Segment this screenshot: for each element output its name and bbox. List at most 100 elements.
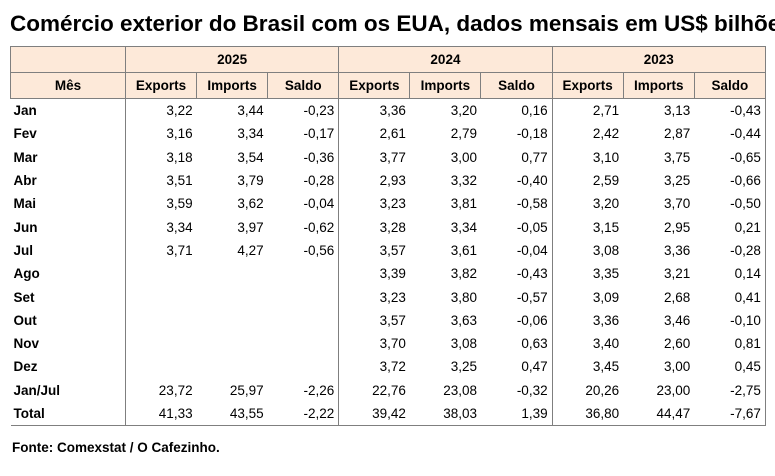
month-cell: Dez — [13, 359, 38, 375]
value-cell: -2,22 — [267, 401, 339, 427]
value-cell: 3,45 — [551, 355, 624, 379]
value-cell: -7,67 — [694, 401, 766, 427]
value-cell: 3,10 — [551, 145, 624, 169]
value-cell: 3,57 — [338, 308, 410, 332]
value-cell: 0,63 — [521, 336, 548, 352]
column-header-exports: Exports — [551, 72, 624, 99]
column-header-exports: Exports — [338, 72, 411, 99]
month-cell: Out — [13, 312, 37, 328]
month-cell: Fev — [13, 126, 37, 142]
value-cell: -0,32 — [516, 382, 548, 398]
value-cell: 3,77 — [338, 145, 410, 169]
source-note: Fonte: Comexstat / O Cafezinho. — [12, 440, 220, 455]
value-cell: 0,41 — [694, 285, 766, 309]
table-body: Jan 3,22 3,44 -0,23 3,36 3,20 0,16 2,71 3,13 -0,4… — [10, 98, 766, 427]
column-header-saldo: Saldo — [693, 72, 766, 99]
value-cell: -0,40 — [516, 173, 548, 189]
value-cell: 3,70 — [664, 196, 691, 212]
table-row: Ago 3,39 3,82 -0,43 3,35 3,21 0,14 — [11, 262, 766, 286]
value-cell — [268, 332, 339, 355]
value-cell: -0,04 — [303, 196, 335, 212]
value-cell: -0,36 — [303, 149, 335, 165]
value-cell: 0,21 — [694, 215, 766, 239]
value-cell: 1,39 — [480, 401, 553, 427]
value-cell: 3,34 — [450, 219, 477, 235]
table-row: Jan/Jul 23,72 25,97 -2,26 22,76 23,08 -0,32 20,… — [11, 378, 766, 402]
value-cell: 2,71 — [551, 98, 624, 123]
value-cell: -0,65 — [694, 145, 766, 169]
value-cell: 3,46 — [664, 312, 691, 328]
month-cell: Jan — [13, 103, 37, 119]
value-cell: 3,34 — [124, 215, 197, 239]
value-cell — [268, 309, 339, 332]
value-cell: -0,44 — [694, 122, 766, 146]
value-cell: 23,00 — [656, 382, 691, 398]
value-cell: -0,50 — [694, 192, 766, 216]
value-cell — [124, 355, 197, 379]
value-cell: 3,09 — [551, 285, 624, 309]
month-cell: Jun — [13, 219, 38, 235]
value-cell: 3,54 — [237, 149, 264, 165]
value-cell: 3,00 — [450, 149, 477, 165]
value-cell: 2,61 — [338, 122, 410, 146]
value-cell — [268, 355, 339, 378]
table-row: Jul 3,71 4,27 -0,56 3,57 3,61 -0,04 3,08 3,36 -0,… — [11, 238, 766, 263]
value-cell: 3,61 — [450, 242, 477, 258]
value-cell: 3,36 — [664, 242, 691, 258]
value-cell: 3,22 — [124, 98, 197, 123]
value-cell: 3,59 — [124, 192, 197, 216]
column-header-saldo: Saldo — [267, 72, 340, 99]
value-cell: 3,20 — [551, 192, 624, 216]
value-cell — [268, 262, 339, 285]
value-cell: -0,62 — [303, 219, 335, 235]
value-cell: 2,79 — [450, 126, 477, 142]
value-cell: 0,16 — [521, 103, 548, 119]
page-title: Comércio exterior do Brasil com os EUA, … — [10, 11, 775, 36]
value-cell: -0,05 — [516, 219, 548, 235]
value-cell: 3,00 — [664, 359, 691, 375]
trade-table: 2025 2024 2023 Mês Exports Imports Saldo… — [10, 46, 766, 427]
value-cell: -2,75 — [694, 378, 766, 402]
value-cell: 2,59 — [551, 168, 624, 193]
value-cell: 23,08 — [443, 382, 477, 398]
value-cell: 3,25 — [664, 173, 691, 189]
value-cell: 3,51 — [124, 168, 197, 193]
table-row: Mar 3,18 3,54 -0,36 3,77 3,00 0,77 3,10 3,75 -0,6… — [11, 145, 766, 169]
table-row: Fev 3,16 3,34 -0,17 2,61 2,79 -0,18 2,42 2,87 -0,… — [11, 122, 766, 146]
value-cell: 2,68 — [664, 289, 691, 305]
value-cell: 0,77 — [521, 149, 548, 165]
value-cell: -0,57 — [516, 289, 548, 305]
value-cell: 3,08 — [450, 336, 477, 352]
value-cell: 3,21 — [664, 266, 691, 282]
value-cell: -0,58 — [516, 196, 548, 212]
value-cell: 3,39 — [338, 262, 410, 286]
value-cell: 3,44 — [237, 103, 264, 119]
value-cell: 3,63 — [450, 312, 477, 328]
value-cell — [197, 332, 268, 355]
value-cell: 3,36 — [551, 308, 624, 332]
value-cell: 22,76 — [338, 378, 410, 402]
value-cell — [124, 308, 197, 332]
month-cell: Ago — [13, 266, 40, 282]
month-column-header: Mês — [10, 72, 126, 99]
value-cell: -0,17 — [303, 126, 335, 142]
value-cell: 3,28 — [338, 215, 410, 239]
value-cell: 0,45 — [694, 355, 766, 379]
value-cell: 3,75 — [664, 149, 691, 165]
table-header: 2025 2024 2023 Mês Exports Imports Saldo… — [10, 46, 766, 99]
month-cell: Set — [13, 289, 35, 305]
value-cell: 3,82 — [450, 266, 477, 282]
value-cell: 3,34 — [237, 126, 264, 142]
year-header-2025: 2025 — [124, 46, 340, 73]
value-cell: 2,60 — [664, 336, 691, 352]
value-cell: 3,20 — [450, 103, 477, 119]
value-cell: 3,18 — [124, 145, 197, 169]
month-cell: Mai — [13, 196, 37, 212]
value-cell: 20,26 — [551, 378, 624, 402]
value-cell: -0,43 — [516, 266, 548, 282]
value-cell: 2,95 — [664, 219, 691, 235]
value-cell: 44,47 — [623, 401, 695, 427]
value-cell: 36,80 — [551, 401, 624, 427]
value-cell: 4,27 — [237, 242, 264, 258]
value-cell: 38,03 — [409, 401, 481, 427]
